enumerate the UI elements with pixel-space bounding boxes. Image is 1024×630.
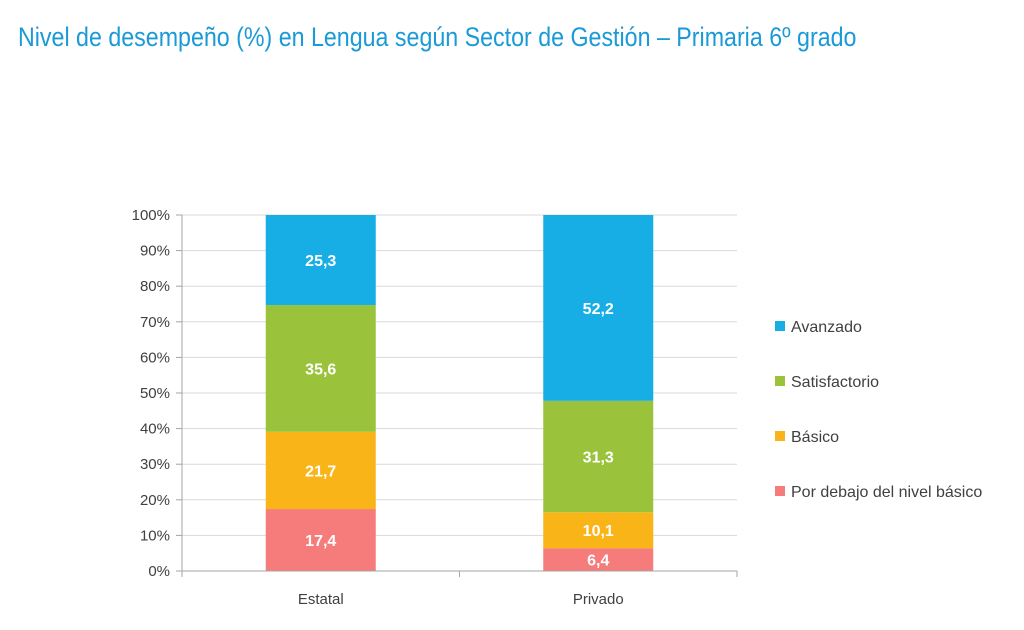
bar-segment <box>265 431 376 510</box>
y-tick-label: 0% <box>148 563 170 580</box>
data-labels: 17,4 21,7 35,6 25,3 6,4 10,1 31,3 52,2 <box>305 253 614 570</box>
legend: Avanzado Satisfactorio Básico Por debajo de… <box>775 319 982 501</box>
legend-label: Por debajo del nivel básico <box>791 484 982 501</box>
data-label: 10,1 <box>583 523 614 540</box>
y-tick-label: 10% <box>140 527 170 544</box>
bar-segment <box>265 305 376 432</box>
y-tick-label: 30% <box>140 456 170 473</box>
data-label: 35,6 <box>305 361 336 378</box>
legend-label: Avanzado <box>791 319 862 336</box>
x-category-label: Privado <box>573 591 624 608</box>
y-tick-label: 70% <box>140 314 170 331</box>
bars <box>265 215 654 571</box>
y-tick-labels: 0% 10% 20% 30% 40% 50% 60% 70% 80% 90% 100% <box>132 207 170 580</box>
data-label: 31,3 <box>583 450 614 467</box>
data-label: 25,3 <box>305 253 336 270</box>
y-tick-label: 20% <box>140 492 170 509</box>
chart-title: Nivel de desempeño (%) en Lengua según S… <box>18 22 857 52</box>
y-tick-label: 90% <box>140 243 170 260</box>
gridlines <box>182 214 737 536</box>
data-label: 52,2 <box>583 301 614 318</box>
data-label: 21,7 <box>305 463 336 480</box>
y-tick-label: 80% <box>140 278 170 295</box>
bar-segment <box>543 400 654 513</box>
legend-label: Básico <box>791 429 839 446</box>
legend-label: Satisfactorio <box>791 374 879 391</box>
y-tick-label: 60% <box>140 349 170 366</box>
x-category-label: Estatal <box>298 591 344 608</box>
y-tick-label: 50% <box>140 385 170 402</box>
axes <box>176 214 738 577</box>
bar-segment <box>265 509 376 571</box>
bar-segment <box>265 215 376 306</box>
bar-segment <box>543 512 654 549</box>
legend-swatch <box>775 486 785 496</box>
legend-swatch <box>775 376 785 386</box>
data-label: 6,4 <box>587 553 609 570</box>
bar-segment <box>543 215 654 401</box>
legend-swatch <box>775 321 785 331</box>
bar-segment <box>543 548 654 571</box>
y-tick-label: 100% <box>132 207 170 224</box>
x-category-labels: Estatal Privado <box>298 591 624 608</box>
legend-swatch <box>775 431 785 441</box>
data-label: 17,4 <box>305 533 336 550</box>
y-tick-label: 40% <box>140 421 170 438</box>
